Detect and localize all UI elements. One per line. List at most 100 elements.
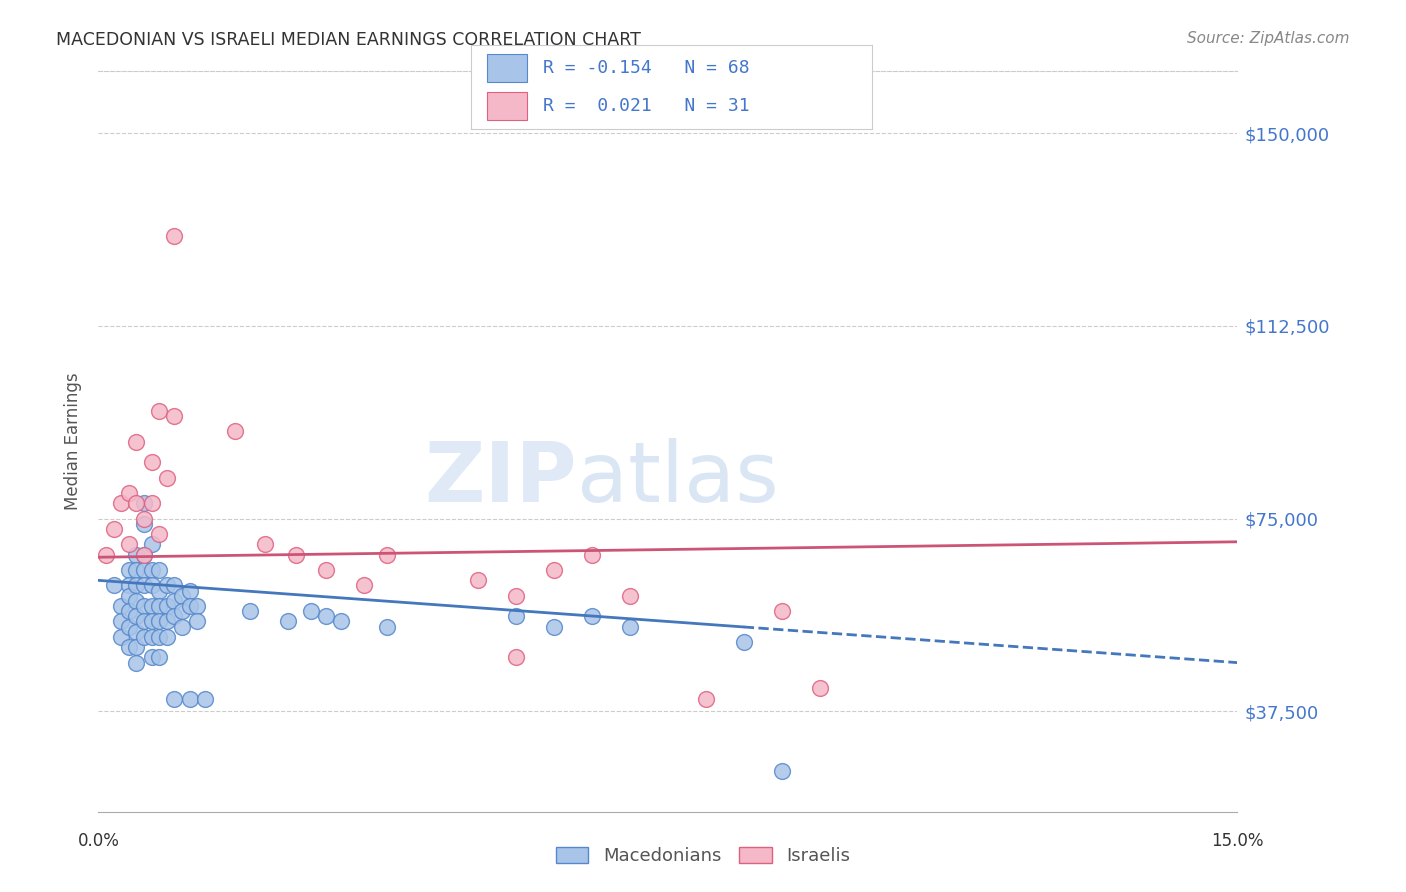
Point xyxy=(125,434,148,449)
Point xyxy=(141,599,163,613)
Point xyxy=(186,599,208,613)
Point xyxy=(194,691,217,706)
Point xyxy=(186,615,208,629)
Point xyxy=(179,599,201,613)
Point xyxy=(148,527,170,541)
Bar xyxy=(486,92,527,120)
Point xyxy=(132,599,155,613)
Point xyxy=(132,548,155,562)
Text: 15.0%: 15.0% xyxy=(1211,832,1264,850)
Point xyxy=(141,630,163,644)
Point xyxy=(110,599,132,613)
Point xyxy=(581,548,603,562)
Point xyxy=(330,615,353,629)
Point xyxy=(148,630,170,644)
Text: 0.0%: 0.0% xyxy=(77,832,120,850)
Point xyxy=(695,691,717,706)
Point xyxy=(141,563,163,577)
Point xyxy=(141,537,163,551)
Point xyxy=(808,681,831,696)
Point xyxy=(156,470,179,484)
Point xyxy=(179,691,201,706)
Point xyxy=(156,599,179,613)
Point xyxy=(118,563,141,577)
Point xyxy=(315,609,337,624)
Point xyxy=(132,516,155,531)
Point xyxy=(110,615,132,629)
Point xyxy=(94,548,117,562)
Y-axis label: Median Earnings: Median Earnings xyxy=(65,373,83,510)
Point xyxy=(179,583,201,598)
Point xyxy=(103,522,125,536)
Point xyxy=(132,511,155,525)
Point xyxy=(125,548,148,562)
Point xyxy=(170,604,193,618)
Point xyxy=(141,496,163,510)
Point xyxy=(284,548,307,562)
Point xyxy=(141,650,163,665)
Point xyxy=(505,650,527,665)
Text: ZIP: ZIP xyxy=(425,438,576,519)
Point xyxy=(505,589,527,603)
Point xyxy=(733,635,755,649)
Point xyxy=(163,609,186,624)
Point xyxy=(375,548,398,562)
Point xyxy=(467,574,489,588)
Point xyxy=(132,615,155,629)
Point xyxy=(581,609,603,624)
Point xyxy=(148,615,170,629)
Text: MACEDONIAN VS ISRAELI MEDIAN EARNINGS CORRELATION CHART: MACEDONIAN VS ISRAELI MEDIAN EARNINGS CO… xyxy=(56,31,641,49)
Point xyxy=(156,630,179,644)
Point xyxy=(110,630,132,644)
Point xyxy=(132,496,155,510)
Point xyxy=(118,640,141,655)
Point xyxy=(118,537,141,551)
Point xyxy=(770,604,793,618)
Point xyxy=(141,615,163,629)
Bar xyxy=(486,54,527,82)
Point xyxy=(156,615,179,629)
Point xyxy=(118,578,141,592)
Point xyxy=(132,548,155,562)
Point xyxy=(254,537,277,551)
Point xyxy=(125,594,148,608)
Point xyxy=(505,609,527,624)
Point xyxy=(543,620,565,634)
Point xyxy=(118,604,141,618)
Point xyxy=(770,764,793,778)
Point xyxy=(148,650,170,665)
Point xyxy=(163,578,186,592)
Point xyxy=(103,578,125,592)
Point xyxy=(118,620,141,634)
Point xyxy=(118,589,141,603)
Point xyxy=(239,604,262,618)
Point xyxy=(125,496,148,510)
Legend: Macedonians, Israelis: Macedonians, Israelis xyxy=(547,838,859,874)
Point xyxy=(163,409,186,423)
Point xyxy=(353,578,375,592)
Point xyxy=(148,599,170,613)
Point xyxy=(148,403,170,417)
Point xyxy=(277,615,299,629)
Point xyxy=(110,496,132,510)
Point xyxy=(315,563,337,577)
Point xyxy=(170,589,193,603)
Point xyxy=(118,486,141,500)
Text: R =  0.021   N = 31: R = 0.021 N = 31 xyxy=(543,97,749,115)
Point xyxy=(170,620,193,634)
Point xyxy=(224,424,246,438)
Text: R = -0.154   N = 68: R = -0.154 N = 68 xyxy=(543,59,749,77)
Point xyxy=(141,455,163,469)
Point xyxy=(125,609,148,624)
Text: atlas: atlas xyxy=(576,438,779,519)
Point xyxy=(375,620,398,634)
Point xyxy=(619,589,641,603)
Point xyxy=(163,594,186,608)
Point xyxy=(132,578,155,592)
Point xyxy=(132,563,155,577)
Point xyxy=(132,630,155,644)
Point xyxy=(125,578,148,592)
Text: Source: ZipAtlas.com: Source: ZipAtlas.com xyxy=(1187,31,1350,46)
Point xyxy=(163,691,186,706)
Point xyxy=(543,563,565,577)
